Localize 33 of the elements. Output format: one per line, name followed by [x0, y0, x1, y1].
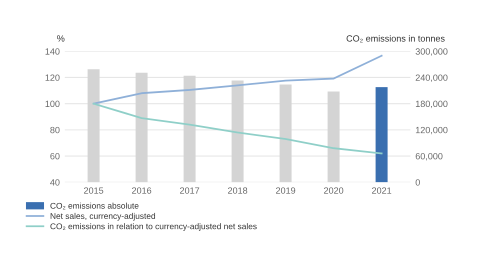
line-series [92, 102, 383, 154]
y-tick-label: 40 [50, 179, 60, 186]
x-tick-label: 2018 [228, 187, 248, 194]
y-tick-label: 80 [50, 126, 60, 134]
x-tick-label: 2017 [180, 187, 200, 194]
bar [280, 84, 292, 182]
x-tick-label: 2015 [84, 187, 104, 194]
bar [328, 91, 340, 182]
bar [88, 69, 100, 182]
bar [184, 76, 196, 182]
x-tick-label: 2021 [372, 187, 392, 194]
y2-tick-label: 300,000 [416, 48, 448, 56]
y2-tick-label: 180,000 [416, 100, 448, 108]
y-tick-label: 140 [46, 48, 60, 55]
y-axis-title: % [57, 35, 64, 42]
bar [232, 80, 244, 182]
y2-tick-label: 0 [416, 179, 420, 186]
legend-label: CO₂ emissions absolute [50, 202, 139, 210]
y2-tick-label: 60,000 [416, 153, 443, 160]
legend-label: CO₂ emissions in relation to currency-adjusted net sales [50, 223, 257, 231]
x-tick-label: 2019 [276, 187, 296, 194]
x-tick-label: 2020 [324, 187, 344, 194]
y-tick-label: 100 [46, 100, 60, 108]
line-series [92, 54, 383, 105]
legend-label: Net sales, currency-adjusted [50, 212, 156, 221]
bar [376, 87, 388, 182]
bar [136, 72, 148, 182]
y-tick-label: 120 [46, 74, 60, 81]
y2-tick-label: 240,000 [416, 74, 448, 82]
y2-tick-label: 120,000 [416, 126, 448, 134]
y-tick-label: 60 [50, 153, 60, 160]
y2-axis-title: CO₂ emissions in tonnes [346, 35, 445, 42]
x-tick-label: 2016 [132, 187, 152, 194]
